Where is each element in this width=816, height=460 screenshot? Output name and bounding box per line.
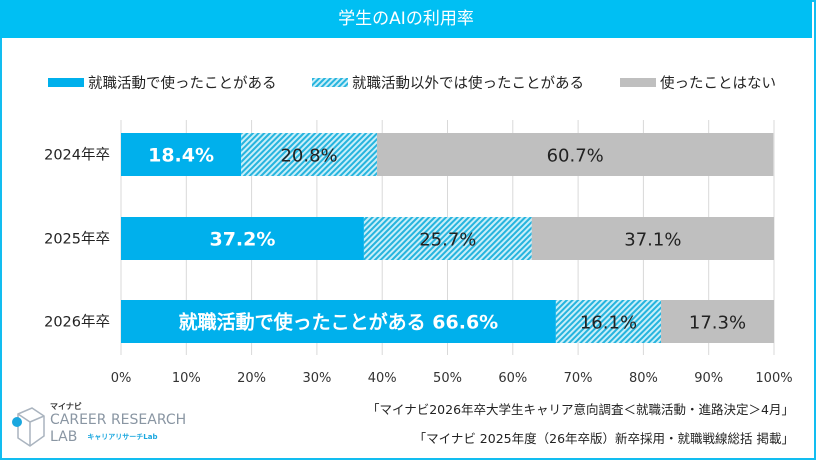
data-label: 18.4%	[148, 145, 214, 167]
chart-title: 学生のAIの利用率	[0, 0, 812, 38]
data-label: 25.7%	[419, 230, 476, 251]
x-tick-label: 30%	[302, 371, 331, 386]
legend-label: 就職活動以外では使ったことがある	[352, 75, 584, 92]
x-tick-label: 70%	[564, 371, 593, 386]
cube-logo-icon	[12, 407, 45, 447]
legend-label: 使ったことはない	[660, 75, 776, 92]
logo-line1: CAREER RESEARCH	[50, 412, 187, 428]
source-note-1: 「マイナビ2026年卒大学生キャリア意向調査＜就職活動・進路決定＞4月」	[366, 402, 794, 417]
legend-swatch	[312, 78, 348, 87]
data-label: 就職活動で使ったことがある 66.6%	[179, 311, 499, 334]
bar-segment	[121, 217, 364, 260]
x-tick-label: 80%	[629, 371, 658, 386]
data-label: 37.2%	[209, 229, 275, 251]
data-label: 20.8%	[280, 146, 337, 167]
logo-text: マイナビ CAREER RESEARCH LAB キャリアリサーチLab	[50, 402, 186, 446]
bar-segment	[531, 217, 774, 260]
bar-segment	[661, 300, 774, 343]
x-tick-label: 90%	[694, 371, 723, 386]
bar-segment	[555, 300, 662, 343]
x-tick-label: 10%	[172, 371, 201, 386]
x-tick-label: 0%	[111, 371, 132, 386]
legend-label: 就職活動で使ったことがある	[88, 75, 277, 92]
category-label: 2024年卒	[44, 147, 110, 164]
bar-segment	[241, 133, 377, 176]
logo-sub: キャリアリサーチLab	[87, 433, 158, 441]
source-note-2: 「マイナビ 2025年度（26年卒版）新卒採用・就職戦線総括 掲載」	[413, 431, 794, 446]
x-tick-label: 20%	[237, 371, 266, 386]
x-tick-label: 50%	[433, 371, 462, 386]
bar-segment	[121, 133, 242, 176]
career-research-lab-logo: マイナビ CAREER RESEARCH LAB キャリアリサーチLab	[8, 402, 258, 452]
data-label: 37.1%	[624, 230, 681, 251]
data-label: 17.3%	[689, 313, 746, 334]
logo-line2: LAB	[50, 429, 78, 445]
category-label: 2025年卒	[44, 231, 110, 248]
x-tick-label: 60%	[498, 371, 527, 386]
data-label: 60.7%	[547, 146, 604, 167]
bar-segment	[363, 217, 532, 260]
category-label: 2026年卒	[44, 314, 110, 331]
logo-brand: マイナビ	[50, 402, 82, 411]
logo-row: LAB キャリアリサーチLab	[50, 429, 186, 446]
x-tick-label: 100%	[755, 371, 792, 386]
data-label: 16.1%	[580, 313, 637, 334]
stacked-bar-chart: 0% 10% 20% 30% 40% 50% 60% 70% 80% 90% 100% 就職活動で使っ…	[44, 75, 792, 386]
x-tick-label: 40%	[368, 371, 397, 386]
bar-segment	[376, 133, 774, 176]
legend-swatch	[620, 78, 656, 87]
legend-swatch	[48, 78, 84, 87]
bar-segment	[121, 300, 556, 343]
